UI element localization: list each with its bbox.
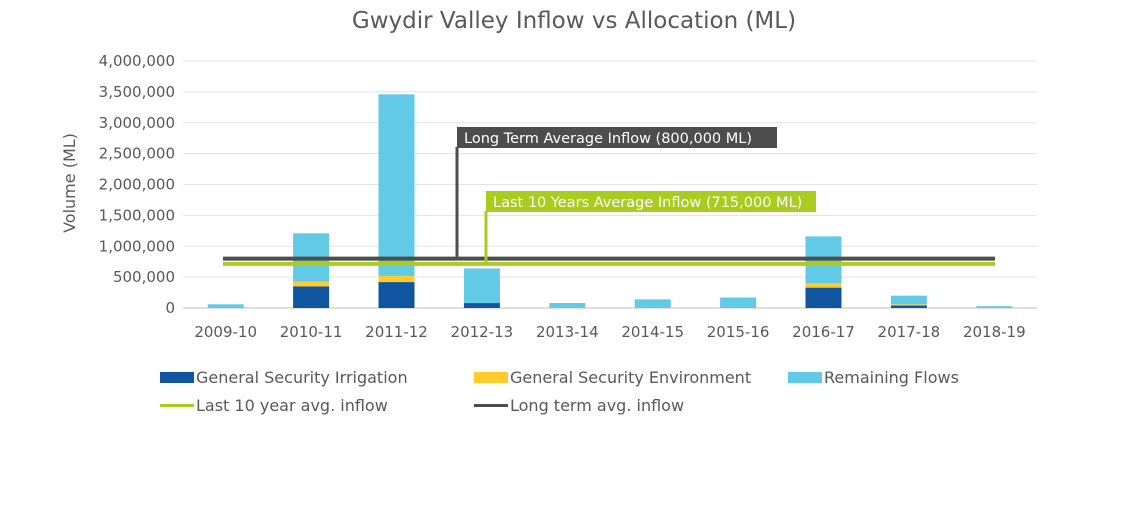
legend-label: General Security Environment [510,368,752,387]
legend-item-remaining-flows: Remaining Flows [788,368,959,387]
x-tick-label: 2018-19 [963,323,1026,341]
legend-label: Last 10 year avg. inflow [196,396,388,415]
x-tick-label: 2009-10 [194,323,257,341]
bar-segment [549,303,586,308]
callout-box [457,127,777,148]
chart-title: Gwydir Valley Inflow vs Allocation (ML) [352,8,796,34]
bar-segment [890,295,927,305]
bar-segment [378,282,415,308]
x-tick-label: 2013-14 [536,323,599,341]
y-axis-label: Volume (ML) [60,133,79,233]
legend-swatch [788,372,822,383]
legend: General Security Irrigation General Secu… [160,368,1060,424]
bar-segment [463,268,500,304]
legend-label: Long term avg. inflow [510,396,685,415]
legend-swatch [160,372,194,383]
callout-box [486,191,816,212]
bar-segment [805,287,842,308]
x-axis-ticks: 2009-10 2010-11 2011-12 2012-13 2013-14 2014-… [194,323,1025,341]
x-tick-label: 2014-15 [621,323,684,341]
legend-label: General Security Irrigation [196,368,408,387]
x-tick-label: 2015-16 [707,323,770,341]
reference-lines: Long Term Average Inflow (800,000 ML) Las… [223,127,995,266]
callout-label: Long Term Average Inflow (800,000 ML) [464,131,752,147]
bar-segment [378,275,415,283]
bar-segment [976,306,1013,308]
y-tick-label: 3,500,000 [99,83,175,101]
x-tick-label: 2017-18 [878,323,941,341]
bar-segment [890,305,927,308]
y-tick-label: 4,000,000 [99,52,175,70]
bar-segment [634,299,671,308]
legend-swatch [474,372,508,383]
bar-segment [805,283,842,288]
bar-segment [890,304,927,306]
legend-row: General Security Irrigation General Secu… [160,368,1060,396]
x-tick-label: 2011-12 [365,323,428,341]
bar-segment [293,281,330,287]
y-tick-label: 1,500,000 [99,206,175,224]
legend-swatch [474,404,508,407]
bar-segment [720,297,757,308]
bar-segment [463,303,500,308]
legend-row: Last 10 year avg. inflow Long term avg. … [160,396,1060,424]
legend-item-last-10-year-avg: Last 10 year avg. inflow [160,396,388,415]
bar-segment [378,94,415,276]
legend-swatch [160,404,194,407]
legend-item-gs-environment: General Security Environment [474,368,751,387]
callout-label: Last 10 Years Average Inflow (715,000 ML… [493,195,802,211]
y-tick-label: 1,000,000 [99,237,175,255]
bar-segment [207,304,244,308]
x-tick-label: 2016-17 [792,323,855,341]
y-tick-label: 2,000,000 [99,176,175,194]
y-tick-label: 0 [165,299,175,317]
x-tick-label: 2010-11 [280,323,343,341]
legend-item-gs-irrigation: General Security Irrigation [160,368,408,387]
legend-label: Remaining Flows [824,368,959,387]
y-tick-label: 2,500,000 [99,145,175,163]
y-axis-ticks: 0 500,000 1,000,000 1,500,000 2,000,000 2,500… [99,52,175,317]
y-tick-label: 500,000 [113,268,175,286]
legend-item-long-term-avg: Long term avg. inflow [474,396,684,415]
y-tick-label: 3,000,000 [99,114,175,132]
x-tick-label: 2012-13 [451,323,514,341]
bar-segment [293,286,330,308]
